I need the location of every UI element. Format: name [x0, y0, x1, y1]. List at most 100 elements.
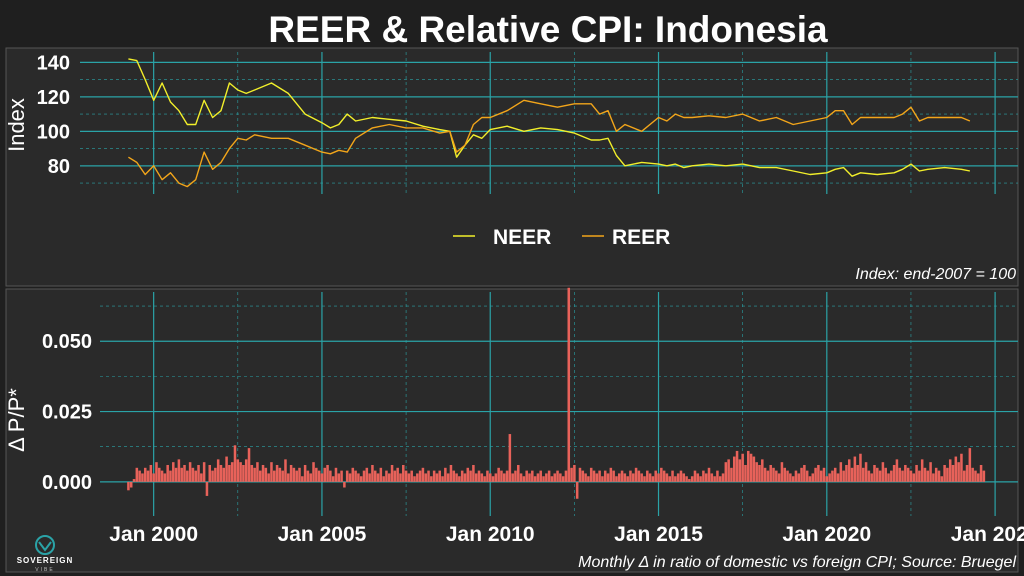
cpi-bar	[143, 467, 147, 482]
cpi-bar	[219, 464, 223, 482]
cpi-bar	[640, 473, 643, 482]
bottom-panel-y-tick-labels: 0.000 0.025 0.050	[42, 331, 92, 494]
top-panel-note: Index: end-2007 = 100	[855, 266, 1016, 283]
cpi-bar	[676, 473, 680, 482]
cpi-bar	[839, 462, 843, 482]
cpi-bar	[769, 464, 772, 482]
cpi-bar	[410, 470, 413, 482]
cpi-bar	[920, 459, 924, 482]
logo-brand: SOVEREIGN	[17, 556, 74, 565]
cpi-bar	[693, 470, 697, 482]
cpi-bar	[500, 470, 503, 482]
bottom-y-tick-label: 0.000	[42, 472, 92, 494]
x-tick-label: Jan 2020	[782, 523, 871, 546]
cpi-bar	[878, 470, 882, 482]
cpi-bar	[539, 470, 542, 482]
cpi-bar	[685, 476, 688, 482]
cpi-bar	[601, 476, 604, 482]
cpi-bar	[951, 464, 955, 482]
sovereign-vibe-logo: SOVEREIGN VIBE	[17, 535, 74, 573]
cpi-bar	[674, 476, 677, 482]
cpi-bar	[960, 453, 963, 482]
cpi-bar	[912, 473, 916, 482]
cpi-bar	[460, 470, 464, 482]
cpi-bar	[660, 467, 663, 482]
cpi-bar	[430, 476, 433, 482]
cpi-bar	[887, 473, 890, 482]
cpi-bar	[449, 464, 453, 482]
cpi-bar	[845, 464, 848, 482]
cpi-bar	[940, 476, 944, 482]
cpi-bar	[267, 473, 270, 482]
cpi-bar	[230, 462, 234, 482]
cpi-bar	[895, 459, 899, 482]
cpi-bar	[533, 476, 537, 482]
cpi-bar	[390, 464, 394, 482]
cpi-bar	[752, 456, 756, 482]
cpi-bar	[651, 476, 655, 482]
cpi-bar	[932, 473, 935, 482]
bottom-panel-caption: Monthly Δ in ratio of domestic vs foreig…	[578, 554, 1016, 571]
cpi-bar	[194, 470, 197, 482]
cpi-bar	[132, 479, 136, 482]
cpi-bar	[654, 470, 657, 482]
cpi-bar	[603, 470, 607, 482]
cpi-bar	[859, 453, 862, 482]
cpi-bar	[918, 470, 921, 482]
cpi-bar	[463, 473, 467, 482]
top-y-tick-label: 100	[37, 121, 70, 143]
cpi-bar	[281, 470, 284, 482]
logo-emblem-icon	[35, 535, 55, 555]
cpi-bar	[458, 476, 461, 482]
cpi-bar	[971, 467, 974, 482]
cpi-bar	[284, 459, 287, 482]
cpi-bar	[842, 470, 845, 482]
cpi-bar	[783, 467, 786, 482]
cpi-bar	[528, 473, 531, 482]
cpi-bar	[525, 470, 528, 482]
x-tick-label: Jan 2025	[951, 523, 1024, 546]
cpi-bar	[158, 467, 161, 482]
cpi-bar	[763, 467, 767, 482]
page-title: REER & Relative CPI: Indonesia	[268, 9, 828, 50]
cpi-bar	[867, 470, 871, 482]
cpi-bar	[690, 476, 694, 482]
cpi-bar	[169, 470, 172, 482]
cpi-bar	[637, 470, 641, 482]
cpi-bar	[292, 467, 296, 482]
cpi-bar	[704, 473, 708, 482]
top-panel-series	[128, 58, 971, 188]
cpi-bar	[561, 476, 565, 482]
top-y-tick-label: 80	[48, 156, 70, 178]
cpi-bar	[359, 476, 363, 482]
cpi-bar	[174, 467, 178, 482]
cpi-bar	[446, 473, 450, 482]
cpi-bar	[550, 476, 554, 482]
bottom-panel-background	[5, 288, 1019, 573]
cpi-bar	[962, 470, 966, 482]
cpi-bar	[334, 467, 338, 482]
cpi-bar	[337, 473, 341, 482]
cpi-bar	[632, 473, 635, 482]
bottom-panel-bars	[127, 287, 986, 499]
cpi-bar	[587, 476, 590, 482]
cpi-bar	[786, 470, 789, 482]
cpi-bar	[761, 459, 764, 482]
cpi-bar	[214, 467, 217, 482]
cpi-bar	[469, 470, 472, 482]
cpi-bar	[881, 462, 885, 482]
cpi-bar	[977, 473, 980, 482]
cpi-bar	[609, 467, 613, 482]
cpi-bar	[155, 462, 158, 482]
cpi-bar	[747, 450, 750, 482]
cpi-bar	[421, 467, 425, 482]
cpi-bar	[542, 476, 545, 482]
cpi-bar	[233, 445, 237, 482]
cpi-bar	[727, 459, 730, 482]
cpi-bar	[620, 470, 624, 482]
cpi-bar	[250, 464, 254, 482]
cpi-bar	[261, 464, 265, 482]
cpi-bar	[584, 473, 587, 482]
index-line-panel: 80 100 120 140 Index NEER REER Index: end-2…	[4, 47, 1019, 287]
